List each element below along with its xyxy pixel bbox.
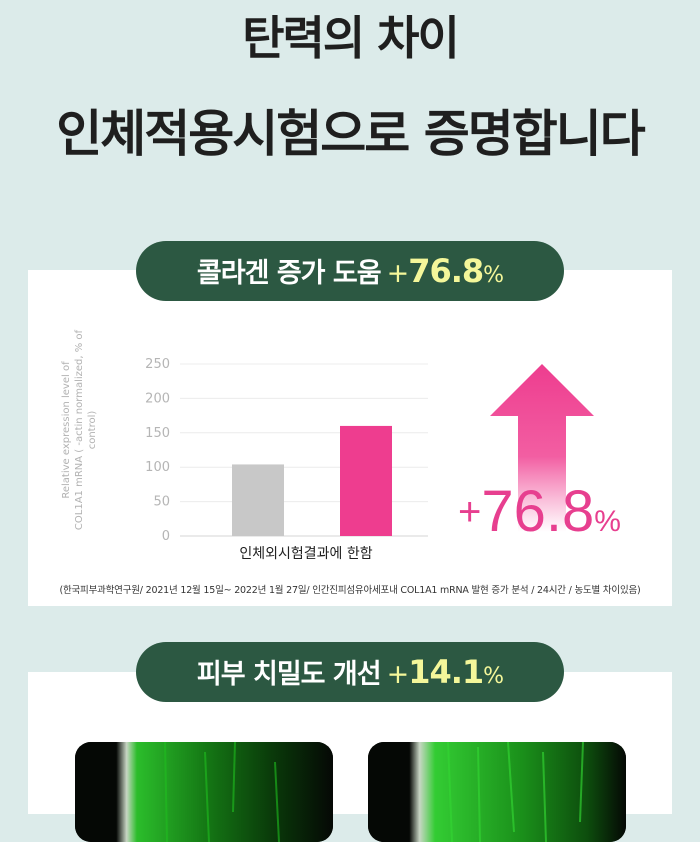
chart-y-axis-label-line-1: Relative expression level of: [61, 361, 72, 499]
chart-x-axis-label: 인체외시험결과에 한함: [239, 546, 372, 562]
density-stat: +14.1%: [386, 653, 504, 691]
density-title: 피부 치밀도 개선: [196, 659, 382, 690]
headline-line-2: 인체적용시험으로 증명합니다: [56, 105, 645, 163]
collagen-source-note: (한국피부과학연구원/ 2021년 12월 15일~ 2022년 1월 27일/…: [59, 585, 641, 596]
collagen-big-value: 76.8: [481, 479, 595, 544]
density-stat-plus: +: [386, 659, 410, 690]
bar-2: [340, 425, 392, 536]
bar-1: [232, 464, 284, 536]
collagen-big-stat: +76.8%: [458, 478, 621, 545]
density-stat-unit: %: [483, 664, 504, 689]
y-tick-label: 50: [153, 495, 170, 510]
up-arrow-icon: [490, 364, 594, 532]
density-stat-value: 14.1: [408, 653, 484, 691]
y-tick-label: 0: [162, 529, 170, 544]
density-title-pill: 피부 치밀도 개선 +14.1%: [136, 642, 564, 702]
collagen-bar-chart: 0 50 100 150 200 250 인체외시험결과에 한함: [145, 357, 428, 562]
skin-density-image-after: [368, 742, 626, 842]
skin-density-image-before: [75, 742, 333, 842]
collagen-title: 콜라겐 증가 도움: [196, 258, 382, 289]
y-tick-label: 100: [145, 460, 170, 475]
y-tick-label: 250: [145, 357, 170, 372]
y-tick-label: 150: [145, 426, 170, 441]
headline-line-1: 탄력의 차이: [242, 11, 460, 65]
collagen-stat-plus: +: [386, 258, 410, 289]
collagen-stat: +76.8%: [386, 252, 504, 290]
collagen-big-plus: +: [458, 490, 482, 534]
collagen-title-pill: 콜라겐 증가 도움 +76.8%: [136, 241, 564, 301]
collagen-big-unit: %: [594, 505, 621, 538]
collagen-stat-value: 76.8: [408, 252, 484, 290]
collagen-stat-unit: %: [483, 263, 504, 288]
y-tick-label: 200: [145, 391, 170, 406]
